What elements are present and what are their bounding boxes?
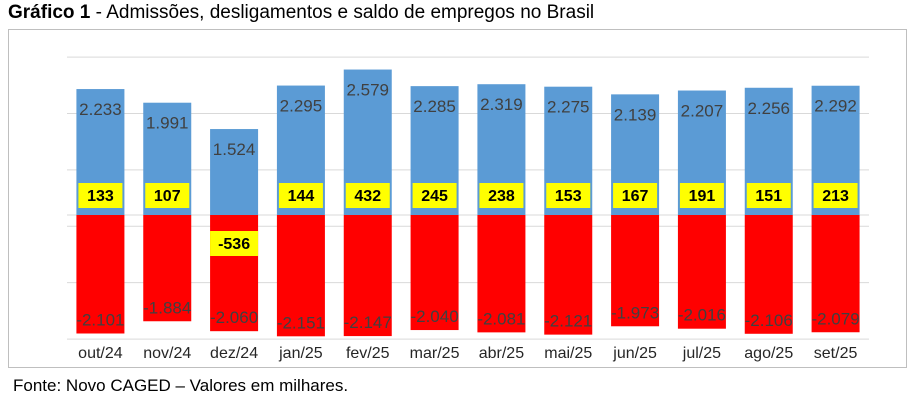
label-desligamentos: -2.106 bbox=[745, 311, 793, 330]
label-desligamentos: -1.973 bbox=[611, 303, 659, 322]
label-admissoes: 2.139 bbox=[614, 105, 657, 124]
label-saldo-bg bbox=[210, 231, 259, 256]
bar-desligamentos bbox=[477, 215, 526, 333]
x-tick-label: jan/25 bbox=[278, 345, 323, 362]
x-tick-label: abr/25 bbox=[479, 345, 524, 362]
bar-chart: 2.233-2.1011331.991-1.8841071.524-2.060-… bbox=[67, 56, 869, 362]
data-labels: 2.233-2.1011331.991-1.8841071.524-2.060-… bbox=[76, 81, 859, 333]
label-admissoes: 2.275 bbox=[547, 98, 590, 117]
chart-title-prefix: Gráfico 1 bbox=[8, 2, 91, 23]
source-note: Fonte: Novo CAGED – Valores em milhares. bbox=[13, 376, 349, 395]
label-saldo: 133 bbox=[87, 188, 114, 205]
label-desligamentos: -2.040 bbox=[410, 307, 458, 326]
label-saldo-bg bbox=[412, 183, 457, 208]
x-tick-label: set/25 bbox=[814, 345, 858, 362]
label-saldo-bg bbox=[145, 183, 190, 208]
label-desligamentos: -2.081 bbox=[477, 309, 525, 328]
x-tick-label: fev/25 bbox=[346, 345, 390, 362]
bar-desligamentos bbox=[677, 215, 726, 329]
label-saldo-bg bbox=[78, 183, 123, 208]
label-admissoes: 2.256 bbox=[747, 99, 790, 118]
x-tick-label: jul/25 bbox=[682, 345, 721, 362]
label-saldo-bg bbox=[813, 183, 858, 208]
bar-desligamentos bbox=[143, 215, 192, 322]
label-saldo: 213 bbox=[822, 188, 849, 205]
label-admissoes: 2.292 bbox=[814, 97, 857, 116]
label-saldo: 151 bbox=[755, 188, 782, 205]
label-desligamentos: -2.121 bbox=[544, 312, 592, 331]
label-desligamentos: -2.016 bbox=[678, 306, 726, 325]
label-saldo: 107 bbox=[154, 188, 181, 205]
bar-desligamentos bbox=[544, 215, 593, 335]
bar-admissoes bbox=[210, 129, 259, 215]
label-admissoes: 2.233 bbox=[79, 100, 122, 119]
chart-frame: 2.233 -2.101 133 1.991 -1.884 107 1.524 -2.060-… bbox=[8, 29, 907, 368]
label-saldo-bg bbox=[345, 183, 390, 208]
chart-title: Gráfico 1 - Admissões, desligamentos e s… bbox=[8, 2, 594, 24]
label-admissoes: 2.319 bbox=[480, 95, 523, 114]
label-saldo-bg bbox=[679, 183, 724, 208]
x-tick-label: out/24 bbox=[78, 345, 123, 362]
label-desligamentos: -2.101 bbox=[76, 310, 124, 329]
x-tick-label: mai/25 bbox=[544, 345, 592, 362]
label-saldo: 245 bbox=[421, 188, 448, 205]
bar-desligamentos bbox=[611, 215, 660, 327]
label-saldo: 144 bbox=[288, 188, 315, 205]
label-saldo: 153 bbox=[555, 188, 582, 205]
gridlines bbox=[67, 56, 869, 340]
bar-desligamentos bbox=[410, 215, 459, 331]
label-admissoes: 1.991 bbox=[146, 114, 189, 133]
label-admissoes: 2.285 bbox=[413, 97, 456, 116]
label-desligamentos: -2.147 bbox=[344, 313, 392, 332]
label-admissoes: 1.524 bbox=[213, 140, 256, 159]
label-admissoes: 2.295 bbox=[280, 97, 323, 116]
label-desligamentos: -2.151 bbox=[277, 313, 325, 332]
label-saldo: 432 bbox=[354, 188, 381, 205]
label-admissoes: 2.579 bbox=[346, 81, 389, 100]
x-tick-label: ago/25 bbox=[744, 345, 793, 362]
label-desligamentos: -1.884 bbox=[143, 298, 191, 317]
label-saldo: 238 bbox=[488, 188, 515, 205]
bar-desligamentos bbox=[276, 215, 325, 337]
x-axis-ticks: out/24 nov/24 dez/24 jan/25 fev/25 mar/25 abr/… bbox=[78, 345, 857, 362]
bar-desligamentos bbox=[343, 215, 392, 337]
x-tick-label: mar/25 bbox=[410, 345, 460, 362]
bar-desligamentos bbox=[76, 215, 125, 334]
label-desligamentos: -2.060 bbox=[210, 308, 258, 327]
bar-desligamentos bbox=[811, 215, 860, 333]
bars bbox=[76, 69, 860, 337]
label-saldo: 167 bbox=[622, 188, 649, 205]
label-saldo-bg bbox=[746, 183, 791, 208]
bar-desligamentos bbox=[744, 215, 793, 334]
label-saldo-bg bbox=[546, 183, 591, 208]
x-tick-label: dez/24 bbox=[210, 345, 258, 362]
x-tick-label: jun/25 bbox=[612, 345, 657, 362]
chart-title-text: - Admissões, desligamentos e saldo de em… bbox=[90, 2, 595, 23]
label-saldo-bg bbox=[479, 183, 524, 208]
label-desligamentos: -2.079 bbox=[811, 309, 859, 328]
label-saldo-bg bbox=[278, 183, 323, 208]
x-tick-label: nov/24 bbox=[143, 345, 191, 362]
label-saldo: -536 bbox=[218, 236, 250, 253]
label-saldo: 191 bbox=[689, 188, 716, 205]
label-saldo-bg bbox=[613, 183, 658, 208]
label-admissoes: 2.207 bbox=[681, 102, 724, 121]
